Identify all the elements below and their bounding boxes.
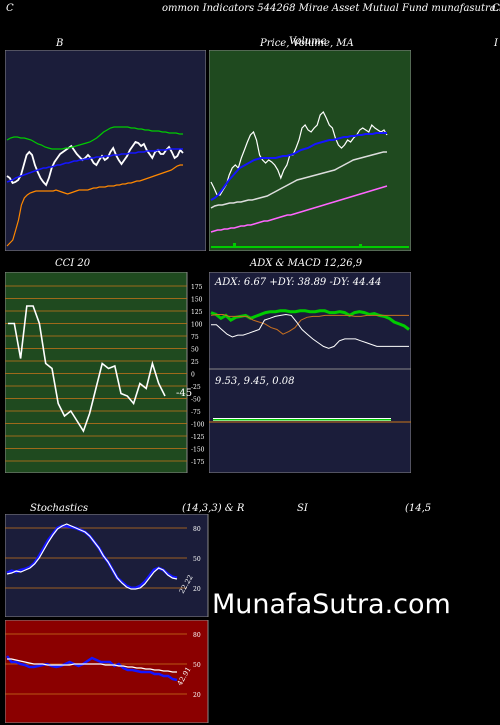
adx-readout: ADX: 6.67 +DY: 38.89 -DY: 44.44	[214, 277, 381, 288]
bollinger-bg	[5, 50, 206, 251]
price-bg	[209, 50, 411, 251]
stoch-lines	[6, 523, 178, 590]
rsi-bg	[5, 620, 209, 723]
cci-tick-label: -150	[191, 447, 205, 454]
price_volume_ma-line-0	[210, 110, 388, 196]
cci-tick-label: 25	[191, 359, 199, 366]
volume-bar	[359, 244, 362, 248]
rsi-line-1	[7, 658, 177, 673]
cci-last-value: -45	[176, 388, 192, 399]
cci-tick-label: 0	[191, 372, 195, 379]
stoch-params: (14,3,3) & R	[182, 503, 245, 514]
bollinger-lines	[6, 126, 184, 247]
stochastics-tick-label: 50	[193, 556, 201, 563]
rsi-lines	[6, 655, 178, 682]
cci-tick-label: 150	[191, 297, 203, 304]
bollinger-panel	[5, 50, 206, 251]
price_volume_ma-line-2	[210, 151, 387, 209]
cci-tick-label: -25	[191, 384, 201, 391]
cci-tick-label: -125	[191, 434, 205, 441]
adx_macd-line-0	[210, 309, 410, 331]
right-edge-char: I	[494, 38, 498, 49]
cci-tick-label: 100	[191, 322, 203, 329]
price_volume_ma-line-3	[210, 185, 388, 233]
cci-bg	[5, 272, 188, 473]
price-overlay: Volume	[289, 36, 327, 47]
adx-panel: ADX: 6.67 +DY: 38.89 -DY: 44.44 9.53, 9.…	[209, 272, 411, 473]
stochastics-line-1	[6, 523, 178, 590]
cci-lines	[8, 305, 166, 433]
cci-panel: 175 150 125 100 75 50 25 0 -25 -50 -75 -100 -125 -150…	[5, 272, 205, 473]
adx_macd-line-1	[210, 314, 409, 335]
cci-tick-label: 50	[191, 347, 199, 354]
cci-title: CCI 20	[55, 258, 91, 269]
rsi-params: (14,5	[405, 503, 432, 514]
adx-title: ADX & MACD 12,26,9	[250, 258, 363, 269]
price-lines	[210, 110, 388, 233]
macd-readout: 9.53, 9.45, 0.08	[215, 376, 295, 387]
cci-tick-label: -50	[191, 397, 201, 404]
adx_macd-line-2	[211, 313, 409, 349]
cci-tick-label: -100	[191, 422, 205, 429]
rsi-tick-label: 50	[193, 662, 201, 669]
price-title: Price, Volume, MA	[260, 38, 354, 49]
adx-lines	[210, 309, 410, 349]
rsi-tick-label: 80	[193, 632, 201, 639]
header-left-char: C	[6, 3, 14, 14]
rsi-tick-label: 20	[193, 692, 201, 699]
rsi-title: SI	[297, 503, 308, 514]
cci-line-0	[8, 305, 166, 433]
volume-bar	[211, 246, 409, 248]
watermark: MunafaSutra.com	[212, 589, 451, 620]
bollinger-line-2	[6, 126, 183, 150]
stoch-grid: 80 50 20	[5, 526, 201, 593]
cci-tick-label: -175	[191, 459, 205, 466]
stoch-bg	[5, 514, 209, 617]
header-title: ommon Indicators 544268 Mirae Asset Mutu…	[162, 3, 500, 14]
cci-grid: 175 150 125 100 75 50 25 0 -25 -50 -75 -100 -125 -150…	[5, 284, 205, 466]
cci-tick-label: 175	[191, 284, 203, 291]
volume-bars	[211, 243, 409, 248]
header-right-char: C	[492, 3, 500, 14]
bollinger-line-0	[6, 140, 184, 187]
adx-bg	[209, 272, 411, 473]
macd-signal-bar	[213, 419, 391, 421]
stoch-title: Stochastics	[30, 503, 88, 514]
bb-title: B	[56, 38, 64, 49]
cci-tick-label: 125	[191, 309, 203, 316]
bollinger-line-1	[6, 148, 183, 183]
rsi-line-0	[6, 655, 178, 682]
price-panel	[209, 50, 411, 251]
cci-tick-label: -75	[191, 409, 201, 416]
volume-bar	[233, 243, 236, 248]
stochastics-tick-label: 80	[193, 526, 201, 533]
bollinger-line-3	[6, 164, 183, 247]
cci-tick-label: 75	[191, 334, 199, 341]
stochastics-tick-label: 20	[193, 586, 201, 593]
price_volume_ma-line-1	[210, 132, 387, 201]
